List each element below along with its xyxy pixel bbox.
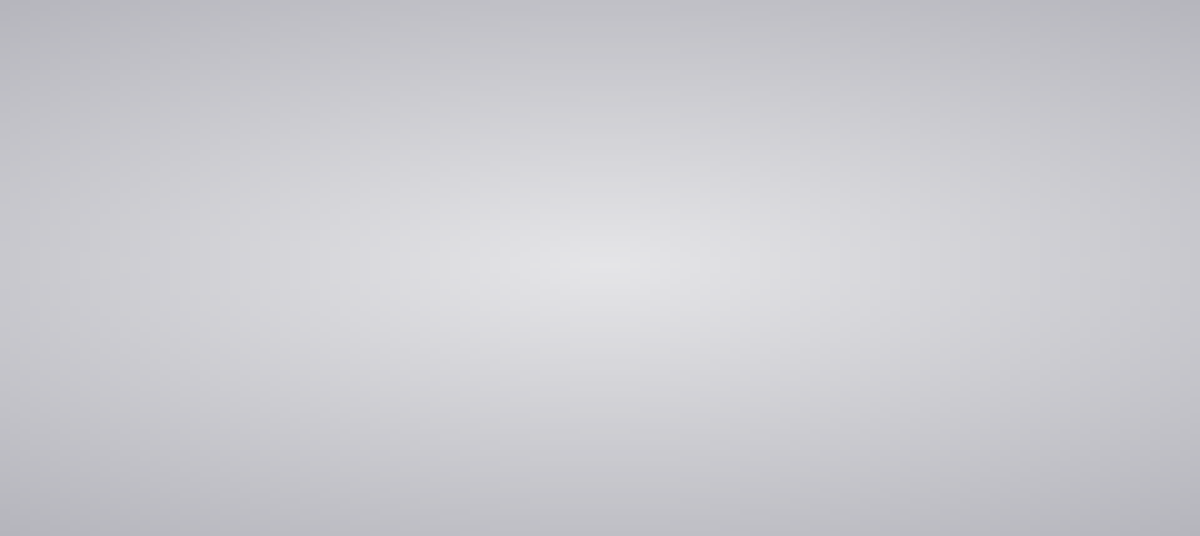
- Text: (Please report answer to appropriate significant figures): (Please report answer to appropriate sig…: [138, 426, 604, 444]
- Text: 8: 8: [30, 381, 37, 391]
- FancyBboxPatch shape: [128, 430, 610, 484]
- FancyBboxPatch shape: [0, 228, 66, 308]
- Text: temperature would be _______ kJ.: temperature would be _______ kJ.: [138, 386, 436, 404]
- Text: For the reaction: For the reaction: [138, 46, 281, 64]
- Text: $\bf{\rhd}$G$^\circ$ = -513.9 kJ and $\bf{\rhd}$S$^\circ$ = -173.1 J/K at 301 K : $\bf{\rhd}$G$^\circ$ = -513.9 kJ and $\b…: [138, 180, 668, 202]
- Text: This reaction is (reactant, product) _____ favored under standard conditions at : This reaction is (reactant, product) ___…: [138, 239, 883, 257]
- Text: The standard enthalpy change for the reaction of 1.56 moles of CO(g) at this: The standard enthalpy change for the rea…: [138, 340, 832, 359]
- FancyBboxPatch shape: [0, 115, 66, 185]
- Text: A/: A/: [612, 497, 628, 512]
- Text: A/: A/: [612, 449, 628, 464]
- Text: K.: K.: [138, 287, 156, 305]
- Text: 2 CO$_{\mathregular{(g)}}$ + O$_{\mathregular{2(g)}}$  $\bf{\rhd}$  2 CO$_{\math: 2 CO$_{\mathregular{(g)}}$ + O$_{\mathre…: [138, 113, 431, 139]
- FancyBboxPatch shape: [128, 478, 610, 532]
- Text: 5: 5: [30, 145, 37, 155]
- FancyBboxPatch shape: [0, 346, 66, 426]
- Text: 3: 3: [30, 263, 37, 273]
